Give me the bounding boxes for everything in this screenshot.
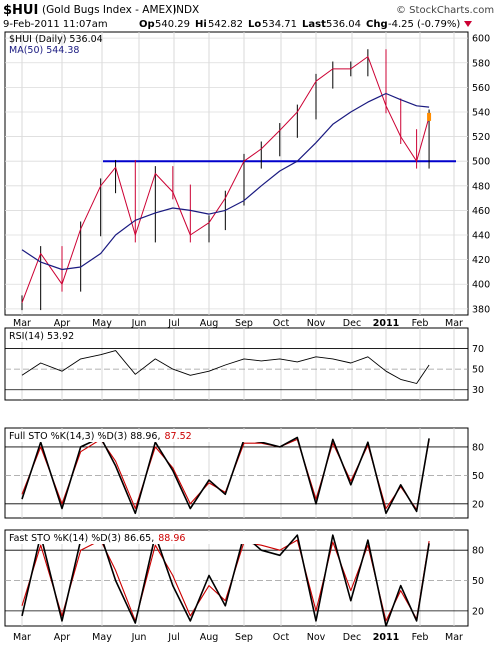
low-label: Lo xyxy=(248,19,261,30)
y-tick-label: 560 xyxy=(472,83,490,94)
x-tick-label: Jun xyxy=(131,632,147,643)
y-tick-label: 500 xyxy=(472,157,490,168)
legend-bg xyxy=(6,430,268,442)
x-tick-label: Mar xyxy=(445,318,463,329)
open-value: 540.29 xyxy=(155,19,190,30)
bottom-x-axis: Mar Apr May Jun Jul Aug Sep Oct Nov Dec 2011 Feb Mar xyxy=(13,632,463,643)
legend-bg xyxy=(6,532,268,544)
x-tick-label: Jul xyxy=(167,318,179,329)
price-x-axis: Mar Apr May Jun Jul Aug Sep Oct Nov Dec 2011 Feb Mar xyxy=(13,318,463,329)
legend-bg xyxy=(6,330,72,342)
panel-frame xyxy=(4,529,469,627)
sto-legend-d-value: 88.96 xyxy=(158,533,185,544)
x-tick-label: Sep xyxy=(235,632,253,643)
y-tick-label: 80 xyxy=(472,442,484,453)
sto-legend-label: Full STO %K(14,3) %D(3) 88.96, xyxy=(9,431,160,442)
low-value: 534.71 xyxy=(262,19,297,30)
y-tick-label: 50 xyxy=(472,365,484,376)
x-tick-label: Oct xyxy=(273,318,290,329)
sto-legend-label: Fast STO %K(14) %D(3) 86.65, xyxy=(9,533,154,544)
x-tick-label: Apr xyxy=(54,632,71,643)
y-tick-label: 50 xyxy=(472,576,484,587)
y-tick-label: 20 xyxy=(472,606,484,617)
x-tick-label: Nov xyxy=(307,318,326,329)
y-tick-label: 70 xyxy=(472,344,484,355)
x-tick-label: Jul xyxy=(167,632,179,643)
last-label: Last xyxy=(302,19,326,30)
full-sto-panel: 20 50 80 Full STO %K(14,3) %D(3) 88.96, 87.5… xyxy=(4,427,484,519)
ma50-line xyxy=(21,92,430,271)
price-legend-label: $HUI (Daily) 536.04 xyxy=(9,34,103,45)
last-value: 536.04 xyxy=(326,19,361,30)
x-tick-label: Dec xyxy=(343,318,361,329)
y-tick-label: 460 xyxy=(472,206,490,217)
y-tick-label: 30 xyxy=(472,385,484,396)
panel-frame xyxy=(4,31,469,316)
y-tick-label: 80 xyxy=(472,546,484,557)
rsi-legend-label: RSI(14) 53.92 xyxy=(9,331,74,342)
x-tick-label: Sep xyxy=(235,318,253,329)
x-tick-label: Oct xyxy=(273,632,290,643)
price-panel: 380 400 420 440 460 480 500 520 540 560 580 600 $HUI… xyxy=(4,31,490,316)
y-tick-label: 540 xyxy=(472,107,490,118)
x-tick-label: Jun xyxy=(131,318,147,329)
y-tick-label: 420 xyxy=(472,255,490,266)
x-tick-label: Mar xyxy=(445,632,463,643)
open-label: Op xyxy=(139,19,155,30)
x-tick-label: Aug xyxy=(200,632,219,643)
sto-legend-d-value: 87.52 xyxy=(164,431,191,442)
x-tick-label: May xyxy=(92,318,112,329)
rsi-line xyxy=(21,350,430,384)
change-value: -4.25 (-0.79%) xyxy=(388,19,460,30)
high-value: 542.82 xyxy=(208,19,243,30)
x-tick-label: Apr xyxy=(54,318,71,329)
last-price-marker xyxy=(427,112,432,121)
y-tick-label: 50 xyxy=(472,471,484,482)
y-tick-label: 380 xyxy=(472,304,490,315)
y-tick-label: 400 xyxy=(472,280,490,291)
change-label: Chg xyxy=(366,19,388,30)
y-tick-label: 600 xyxy=(472,34,490,45)
exchange-label: INDX xyxy=(173,4,199,16)
x-tick-label: Feb xyxy=(412,632,429,643)
y-tick-label: 440 xyxy=(472,231,490,242)
y-tick-label: 580 xyxy=(472,58,490,69)
x-tick-label: 2011 xyxy=(373,318,399,329)
x-tick-label: Aug xyxy=(200,318,219,329)
symbol-description: (Gold Bugs Index - AMEX) xyxy=(42,4,176,16)
date-label: 9-Feb-2011 11:07am xyxy=(3,19,108,30)
x-tick-label: Feb xyxy=(412,318,429,329)
x-tick-label: Mar xyxy=(13,318,31,329)
watermark: © StockCharts.com xyxy=(396,5,494,16)
ma-legend-label: MA(50) 544.38 xyxy=(9,45,79,56)
down-arrow-icon xyxy=(464,21,472,27)
panel-frame xyxy=(4,327,469,401)
x-tick-label: Mar xyxy=(13,632,31,643)
fast-sto-panel: 20 50 80 Fast STO %K(14) %D(3) 86.65, 88.96 xyxy=(4,529,484,627)
rsi-panel: 30 50 70 RSI(14) 53.92 xyxy=(4,327,484,401)
x-tick-label: 2011 xyxy=(373,632,399,643)
y-tick-label: 520 xyxy=(472,132,490,143)
y-tick-label: 20 xyxy=(472,499,484,510)
price-line xyxy=(21,56,430,303)
x-tick-label: May xyxy=(92,632,112,643)
x-tick-label: Dec xyxy=(343,632,361,643)
high-label: Hi xyxy=(195,19,207,30)
y-tick-label: 480 xyxy=(472,181,490,192)
x-tick-label: Nov xyxy=(307,632,326,643)
symbol-title: $HUI xyxy=(3,3,38,18)
